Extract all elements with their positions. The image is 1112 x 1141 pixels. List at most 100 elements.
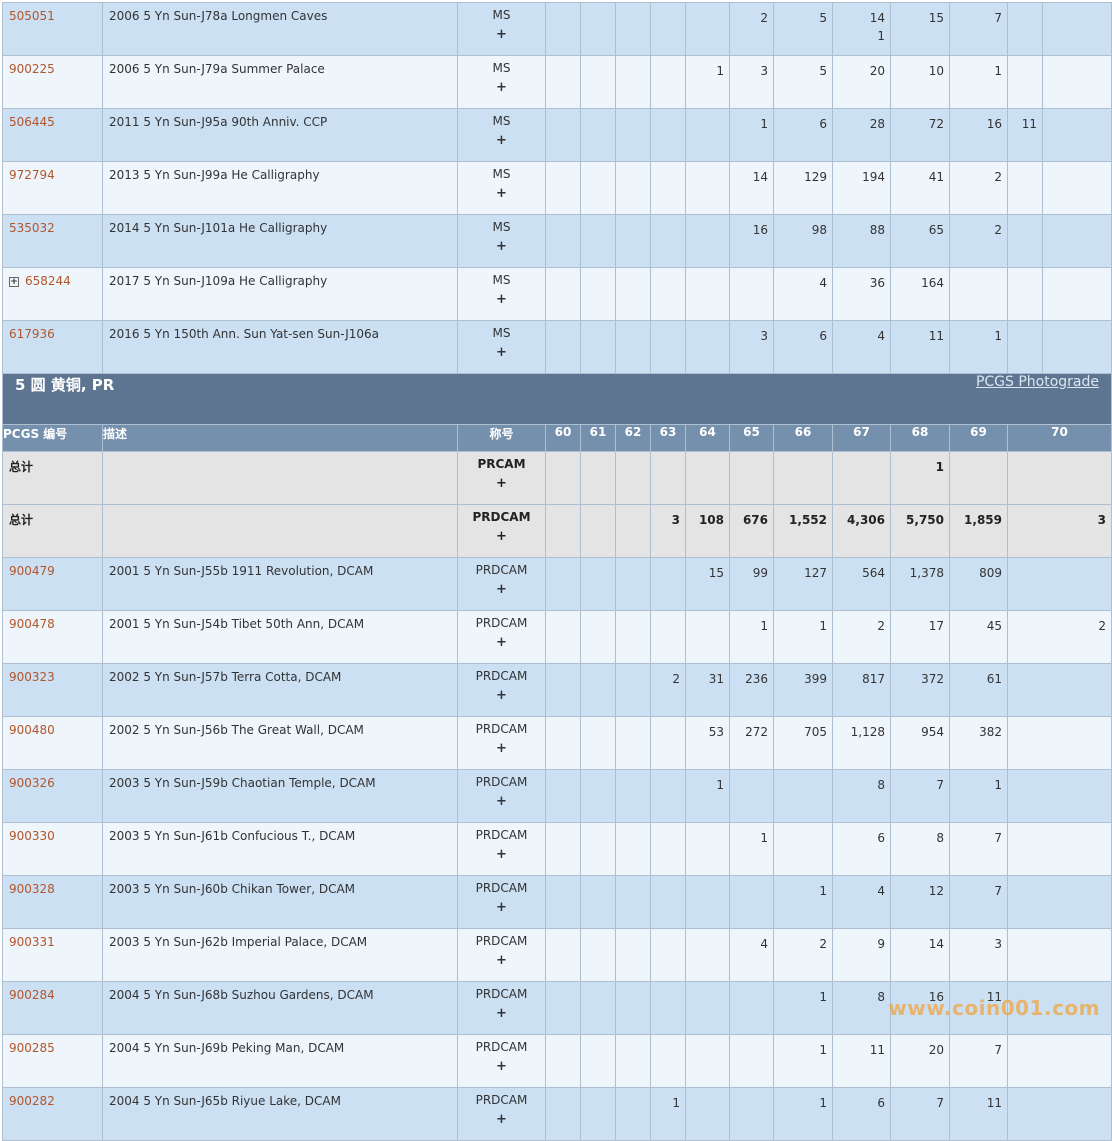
grade-count[interactable]: 7 (949, 875, 1008, 929)
grade-count[interactable]: 8 (832, 769, 891, 823)
grade-count[interactable]: 1 (949, 55, 1008, 109)
grade-count[interactable]: 1 (685, 55, 730, 109)
grade-count[interactable]: 31 (685, 663, 730, 717)
grade-count[interactable]: 9 (832, 928, 891, 982)
grade-count[interactable]: 164 (890, 267, 950, 321)
grade-count[interactable]: 129 (773, 161, 833, 215)
pcgs-number-link[interactable]: 900480 (9, 723, 55, 737)
grade-count[interactable]: 3 (949, 928, 1008, 982)
grade-count[interactable]: 16 (729, 214, 774, 268)
grade-count[interactable]: 1,552 (773, 504, 833, 558)
grade-count[interactable]: 809 (949, 557, 1008, 611)
grade-count[interactable]: 705 (773, 716, 833, 770)
grade-count[interactable]: 2 (949, 161, 1008, 215)
pcgs-number-link[interactable]: 658244 (25, 274, 71, 288)
grade-count[interactable]: 36 (832, 267, 891, 321)
grade-count[interactable]: 2 (773, 928, 833, 982)
pcgs-number-link[interactable]: 900479 (9, 564, 55, 578)
grade-count[interactable]: 1 (650, 1087, 686, 1141)
grade-count[interactable]: 10 (890, 55, 950, 109)
grade-count[interactable]: 15 (685, 557, 730, 611)
pcgs-number-link[interactable]: 505051 (9, 9, 55, 23)
grade-count[interactable]: 7 (949, 1034, 1008, 1088)
grade-count[interactable]: 1 (729, 610, 774, 664)
grade-count[interactable]: 382 (949, 716, 1008, 770)
pcgs-number-link[interactable]: 972794 (9, 168, 55, 182)
grade-count[interactable]: 7 (949, 822, 1008, 876)
pcgs-number-link[interactable]: 900323 (9, 670, 55, 684)
grade-count[interactable]: 16 (890, 981, 950, 1035)
pcgs-number-link[interactable]: 900330 (9, 829, 55, 843)
grade-count[interactable]: 817 (832, 663, 891, 717)
grade-count[interactable]: 2 (949, 214, 1008, 268)
pcgs-number-link[interactable]: 506445 (9, 115, 55, 129)
grade-count[interactable]: 7 (949, 2, 1008, 56)
grade-count[interactable]: 7 (890, 1087, 950, 1141)
pcgs-number-link[interactable]: 900478 (9, 617, 55, 631)
grade-count[interactable]: 11 (949, 1087, 1008, 1141)
grade-count[interactable]: 11 (890, 320, 950, 374)
grade-count[interactable]: 1 (773, 1087, 833, 1141)
grade-count[interactable]: 1 (949, 320, 1008, 374)
pcgs-number-link[interactable]: 900328 (9, 882, 55, 896)
grade-count[interactable]: 1 (949, 769, 1008, 823)
grade-count[interactable]: 8 (832, 981, 891, 1035)
grade-count[interactable]: 1 (773, 1034, 833, 1088)
grade-count[interactable]: 3 (1007, 504, 1112, 558)
grade-count[interactable]: 1 (773, 875, 833, 929)
grade-count[interactable]: 194 (832, 161, 891, 215)
grade-count[interactable]: 399 (773, 663, 833, 717)
grade-count[interactable]: 53 (685, 716, 730, 770)
grade-count[interactable]: 11 (832, 1034, 891, 1088)
pcgs-number-link[interactable]: 900284 (9, 988, 55, 1002)
grade-count[interactable]: 4 (729, 928, 774, 982)
grade-count[interactable]: 2 (1007, 610, 1112, 664)
expand-icon[interactable]: + (9, 277, 19, 287)
grade-count[interactable]: 6 (773, 320, 833, 374)
grade-count[interactable]: 88 (832, 214, 891, 268)
grade-count[interactable]: 98 (773, 214, 833, 268)
grade-count[interactable]: 676 (729, 504, 774, 558)
grade-count[interactable]: 3 (729, 320, 774, 374)
grade-count[interactable]: 15 (890, 2, 950, 56)
pcgs-number-link[interactable]: 535032 (9, 221, 55, 235)
grade-count[interactable]: 1,378 (890, 557, 950, 611)
grade-count[interactable]: 5 (773, 55, 833, 109)
photograde-link[interactable]: PCGS Photograde (975, 374, 1099, 391)
grade-count[interactable]: 7 (890, 769, 950, 823)
grade-count[interactable]: 5,750 (890, 504, 950, 558)
pcgs-number-link[interactable]: 900282 (9, 1094, 55, 1108)
grade-count[interactable]: 4 (773, 267, 833, 321)
grade-count[interactable]: 61 (949, 663, 1008, 717)
grade-count[interactable]: 372 (890, 663, 950, 717)
grade-count[interactable]: 16 (949, 108, 1008, 162)
grade-count[interactable]: 3 (650, 504, 686, 558)
grade-count[interactable]: 5 (773, 2, 833, 56)
grade-count[interactable]: 45 (949, 610, 1008, 664)
grade-count[interactable]: 236 (729, 663, 774, 717)
pcgs-number-link[interactable]: 617936 (9, 327, 55, 341)
grade-count[interactable]: 6 (832, 1087, 891, 1141)
grade-count[interactable]: 99 (729, 557, 774, 611)
grade-count[interactable]: 20 (890, 1034, 950, 1088)
grade-count[interactable]: 1 (729, 108, 774, 162)
grade-count[interactable]: 1 (890, 451, 950, 505)
grade-count[interactable]: 954 (890, 716, 950, 770)
grade-count[interactable]: 564 (832, 557, 891, 611)
grade-count[interactable]: 11 (1007, 108, 1043, 162)
grade-count[interactable]: 20 (832, 55, 891, 109)
grade-count[interactable]: 108 (685, 504, 730, 558)
grade-count[interactable]: 72 (890, 108, 950, 162)
grade-count[interactable]: 4 (832, 320, 891, 374)
grade-count[interactable]: 272 (729, 716, 774, 770)
grade-count[interactable]: 41 (890, 161, 950, 215)
grade-count[interactable]: 1,128 (832, 716, 891, 770)
pcgs-number-link[interactable]: 900326 (9, 776, 55, 790)
grade-count[interactable]: 17 (890, 610, 950, 664)
grade-count[interactable]: 14 (890, 928, 950, 982)
grade-count[interactable]: 2 (832, 610, 891, 664)
grade-count[interactable]: 2 (650, 663, 686, 717)
grade-count[interactable]: 14 1 (832, 2, 891, 56)
grade-count[interactable]: 6 (773, 108, 833, 162)
grade-count[interactable]: 1 (685, 769, 730, 823)
